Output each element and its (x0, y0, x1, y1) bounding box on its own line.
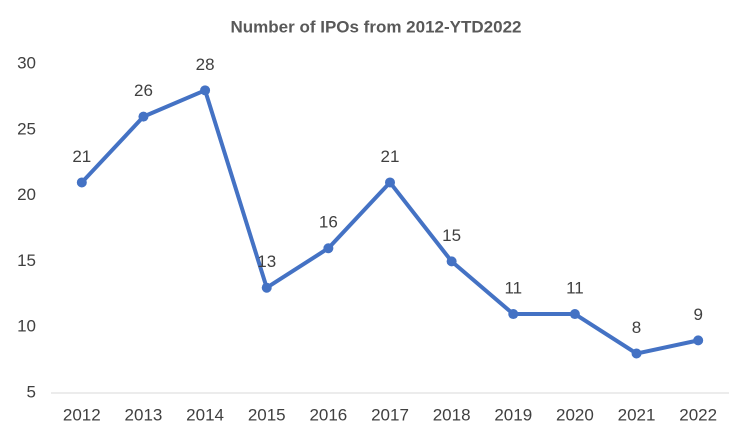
y-tick-label: 5 (27, 382, 36, 401)
data-point (200, 85, 211, 96)
data-label: 15 (442, 226, 461, 245)
x-tick-label: 2013 (125, 405, 163, 424)
data-label: 11 (566, 279, 584, 298)
x-tick-label: 2019 (494, 405, 532, 424)
data-label: 21 (381, 147, 400, 166)
y-tick-label: 20 (17, 185, 36, 204)
data-line (80, 88, 699, 356)
data-point (631, 348, 642, 359)
x-tick-label: 2016 (309, 405, 347, 424)
data-point (446, 256, 457, 267)
data-point (569, 309, 580, 320)
x-tick-label: 2022 (679, 405, 717, 424)
x-tick-label: 2014 (186, 405, 224, 424)
data-label: 16 (319, 213, 338, 232)
data-label: 13 (257, 252, 276, 271)
x-tick-label: 2017 (371, 405, 409, 424)
data-label: 28 (196, 55, 215, 74)
x-tick-label: 2021 (618, 405, 656, 424)
data-point (138, 111, 149, 122)
y-tick-label: 30 (17, 53, 36, 72)
data-point (508, 309, 519, 320)
chart-title: Number of IPOs from 2012-YTD2022 (231, 17, 522, 36)
x-tick-label: 2020 (556, 405, 594, 424)
data-label: 9 (693, 305, 702, 324)
x-tick-label: 2015 (248, 405, 286, 424)
x-tick-label: 2018 (433, 405, 471, 424)
data-label: 11 (504, 279, 522, 298)
data-label: 26 (134, 81, 153, 100)
y-tick-label: 10 (17, 317, 36, 336)
data-label: 8 (632, 318, 641, 337)
data-point (261, 282, 272, 293)
data-point (76, 177, 87, 188)
x-tick-label: 2012 (63, 405, 101, 424)
data-point (385, 177, 395, 188)
y-tick-label: 25 (17, 119, 36, 138)
data-label: 21 (72, 147, 91, 166)
data-point (323, 243, 334, 254)
y-tick-label: 15 (17, 251, 36, 270)
data-point (693, 335, 704, 346)
